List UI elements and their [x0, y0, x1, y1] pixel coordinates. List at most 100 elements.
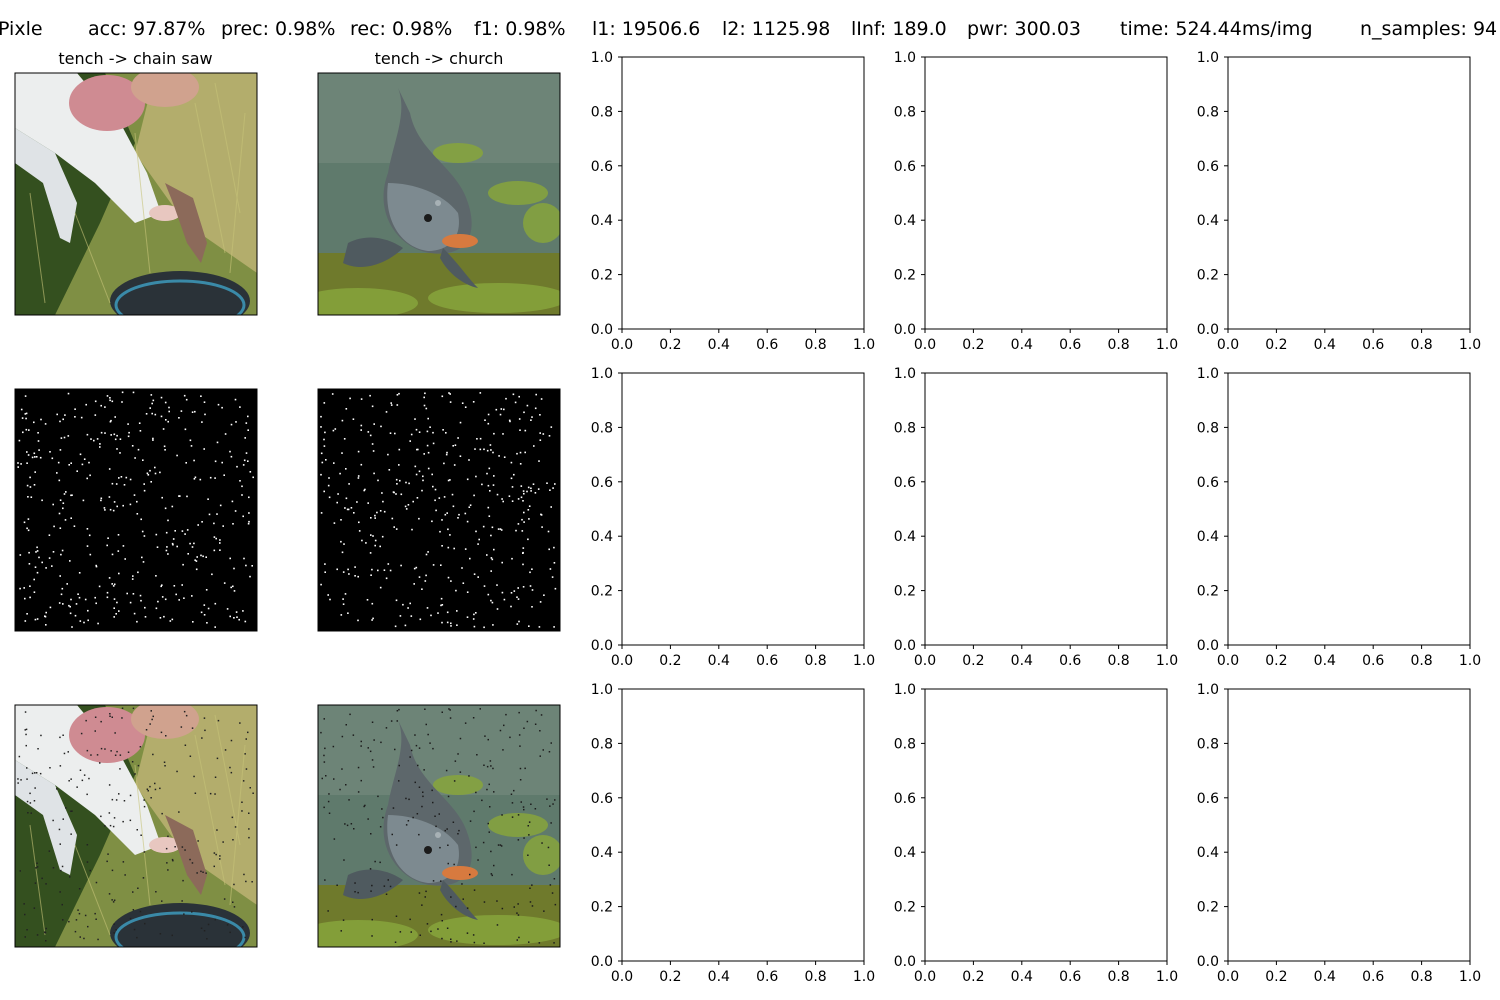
adversarial-pixel [453, 863, 455, 866]
perturbation-pixel [528, 505, 531, 507]
y-tick-label: 0.4 [591, 213, 613, 229]
adversarial-pixel [539, 755, 541, 757]
adversarial-pixel [24, 913, 26, 916]
perturbation-pixel [505, 397, 507, 400]
perturbation-pixel [513, 590, 516, 592]
perturbation-pixel [447, 528, 449, 531]
perturbation-pixel [398, 392, 400, 395]
axes-panel: 0.0 0.2 0.4 0.6 0.8 1.00.00.20.40.60.81.0 [591, 50, 875, 353]
perturbation-pixel [88, 461, 90, 464]
perturbation-pixel [139, 594, 142, 597]
x-tick-label: 1.0 [1459, 653, 1481, 669]
perturbation-pixel [531, 568, 533, 570]
perturbation-pixel [62, 418, 64, 421]
perturbation-pixel [201, 521, 203, 523]
adversarial-pixel [354, 891, 356, 893]
adversarial-pixel [447, 862, 449, 865]
adversarial-pixel [528, 821, 531, 823]
perturbation-pixel [155, 607, 158, 610]
perturbation-pixel [373, 472, 375, 475]
adversarial-pixel [100, 720, 102, 723]
perturbation-pixel [432, 442, 435, 445]
perturbation-pixel [100, 499, 102, 502]
perturbation-pixel [129, 478, 132, 481]
perturbation-pixel [530, 487, 532, 490]
adversarial-pixel [530, 803, 532, 805]
perturbation-pixel [229, 450, 231, 453]
adversarial-pixel [486, 788, 488, 791]
adversarial-pixel [414, 734, 416, 736]
adversarial-pixel [144, 922, 146, 925]
adversarial-pixel [511, 802, 514, 804]
perturbation-pixel [487, 593, 490, 596]
perturbation-pixel [417, 448, 419, 451]
perturbation-pixel [245, 564, 247, 567]
perturbation-pixel [56, 413, 58, 416]
perturbation-pixel [529, 571, 531, 574]
perturbation-pixel [328, 496, 331, 499]
perturbation-pixel [181, 584, 183, 586]
perturbation-pixel [172, 538, 175, 540]
adversarial-pixel [548, 864, 550, 866]
adversarial-pixel [333, 838, 336, 840]
adversarial-pixel [37, 748, 39, 750]
perturbation-pixel [67, 435, 70, 437]
perturbation-pixel [394, 432, 396, 435]
adversarial-pixel [473, 941, 476, 944]
perturbation-pixel [18, 439, 21, 442]
perturbation-pixel [495, 408, 498, 411]
adversarial-pixel [458, 829, 460, 832]
adversarial-pixel [191, 911, 193, 913]
perturbation-pixel [414, 465, 417, 468]
perturbation-pixel [515, 529, 517, 532]
adversarial-pixel [45, 883, 47, 885]
perturbation-pixel [487, 484, 490, 487]
adversarial-pixel [149, 785, 151, 788]
adversarial-pixel [444, 829, 446, 832]
x-tick-label: 0.4 [1011, 337, 1033, 353]
perturbation-pixel [395, 599, 398, 602]
adversarial-pixel [154, 788, 157, 791]
adversarial-pixel [464, 722, 467, 724]
perturbation-pixel [329, 598, 331, 601]
perturbation-pixel [423, 453, 425, 455]
perturbation-pixel [372, 450, 375, 452]
metric-label: acc: 97.87% [88, 18, 205, 40]
adversarial-pixel [203, 930, 206, 932]
perturbation-pixel [28, 563, 31, 565]
adversarial-pixel [363, 805, 365, 808]
perturbation-pixel [431, 473, 433, 476]
perturbation-pixel [473, 494, 475, 497]
perturbation-pixel [173, 585, 176, 587]
adversarial-pixel [371, 721, 374, 723]
perturbation-pixel [160, 415, 163, 418]
perturbation-pixel [421, 489, 423, 492]
perturbation-pixel [87, 609, 89, 612]
perturbation-pixel [171, 618, 174, 621]
adversarial-pixel [123, 800, 126, 802]
perturbation-pixel [546, 482, 548, 484]
perturbation-pixel [233, 590, 236, 592]
perturbation-pixel [78, 572, 81, 574]
adversarial-pixel [79, 936, 81, 938]
perturbation-pixel [426, 607, 429, 609]
perturbation-pixel [214, 477, 216, 479]
perturbation-pixel [140, 518, 142, 521]
perturbation-pixel [44, 423, 47, 425]
adversarial-pixel [139, 910, 142, 913]
perturbation-pixel [197, 524, 199, 526]
adversarial-pixel [522, 806, 525, 808]
y-tick-label: 1.0 [591, 366, 613, 382]
perturbation-pixel [520, 485, 523, 487]
perturbation-pixel [492, 624, 494, 626]
perturbation-pixel [36, 618, 39, 620]
adversarial-pixel [25, 744, 27, 747]
perturbation-pixel [518, 620, 520, 623]
adversarial-pixel [416, 813, 419, 815]
perturbation-pixel [219, 504, 222, 507]
adversarial-pixel [111, 716, 113, 718]
perturbation-pixel [370, 517, 372, 519]
perturbation-pixel [45, 611, 47, 614]
perturbation-pixel [348, 573, 350, 575]
